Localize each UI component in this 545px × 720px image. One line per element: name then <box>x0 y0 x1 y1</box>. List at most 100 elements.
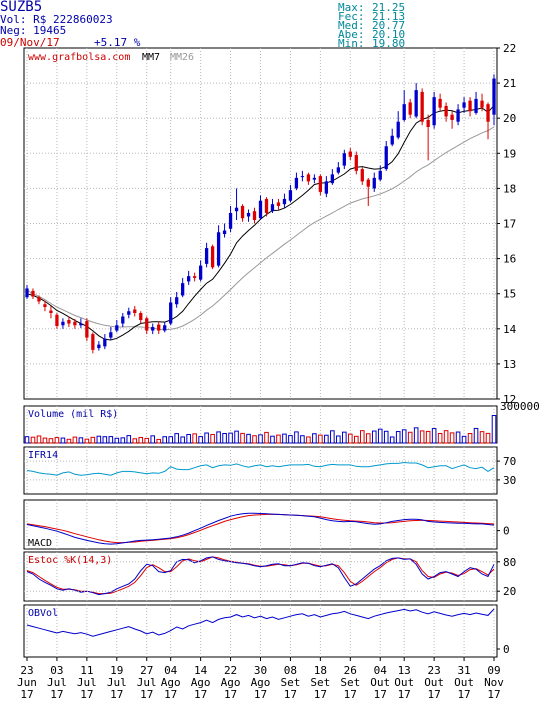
volume-bar <box>84 438 90 444</box>
ma26-label: MM26 <box>170 52 194 63</box>
candle-body <box>198 265 203 280</box>
stat-label-max: Max: <box>338 1 365 14</box>
date-tick-month: Out <box>424 676 444 689</box>
volume-bar <box>252 435 257 444</box>
volume-bar <box>108 436 114 444</box>
stat-label-min: Min: <box>338 37 365 50</box>
candle-body <box>456 109 460 122</box>
volume-bar <box>401 429 407 444</box>
volume-bar <box>114 437 120 444</box>
date-tick-day: 11 <box>80 664 93 677</box>
ifr14-tick-label: 70 <box>503 455 516 468</box>
candle-body <box>492 78 496 115</box>
volume-bar <box>354 435 359 444</box>
volume-bar <box>461 435 467 444</box>
candle-body <box>306 174 311 182</box>
volume-bar <box>359 430 365 444</box>
ma26-line <box>26 126 495 331</box>
volume-bar <box>467 433 473 444</box>
date-tick-day: 23 <box>20 664 33 677</box>
date-tick-day: 04 <box>164 664 178 677</box>
date-tick-month: Jul <box>107 676 127 689</box>
candle-body <box>187 276 191 282</box>
price-tick-label: 18 <box>503 182 516 195</box>
volume-bar <box>192 433 197 444</box>
candle-body <box>210 246 215 268</box>
candle-body <box>420 91 424 122</box>
ifr14-title: IFR14 <box>28 450 58 461</box>
date-tick-year: 17 <box>194 688 207 701</box>
volume-bar <box>288 435 293 444</box>
volume-bar <box>342 431 347 444</box>
candle-body <box>390 135 394 145</box>
date-readout: 09/Nov/17 <box>0 36 60 49</box>
date-tick-year: 17 <box>284 688 297 701</box>
date-tick-day: 14 <box>194 664 208 677</box>
candle-body <box>73 321 77 326</box>
candle-body <box>366 179 370 187</box>
candle-body <box>49 310 53 314</box>
candle-body <box>240 205 245 219</box>
date-tick-month: Jun <box>17 676 37 689</box>
volume-bar <box>449 432 455 444</box>
stat-label-close: Fec: <box>338 10 365 23</box>
date-tick-year: 17 <box>428 688 441 701</box>
date-tick-year: 17 <box>140 688 153 701</box>
price-tick-label: 19 <box>503 147 516 160</box>
stat-value-mean: 20.77 <box>372 19 406 32</box>
volume-bar <box>168 436 173 444</box>
macd-line <box>26 512 495 545</box>
candle-body <box>181 283 185 296</box>
candle-body <box>25 288 29 298</box>
date-tick-year: 17 <box>20 688 33 701</box>
volume-bar <box>264 431 269 444</box>
candle-body <box>300 176 305 178</box>
candle-body <box>438 98 442 108</box>
volume-bar <box>276 434 281 444</box>
candle-body <box>79 323 83 326</box>
candle-body <box>282 198 287 205</box>
date-tick-day: 04 <box>374 664 388 677</box>
volume-bar <box>162 436 167 444</box>
candle-body <box>222 230 227 235</box>
volume-bar <box>431 428 437 444</box>
volume-bar <box>138 436 144 444</box>
candle-body <box>324 181 329 194</box>
date-tick-day: 03 <box>50 664 63 677</box>
volume-bar <box>72 436 78 444</box>
candle-body <box>145 318 149 331</box>
candle-body <box>169 302 173 324</box>
candle-body <box>432 97 436 126</box>
stat-value-close: 21.13 <box>372 10 406 23</box>
candle-body <box>61 321 65 326</box>
candle-body <box>360 169 364 182</box>
candle-body <box>216 232 221 266</box>
volume-bar <box>377 428 383 444</box>
date-tick-year: 17 <box>398 688 411 701</box>
candle-body <box>288 190 293 201</box>
date-tick-month: Jul <box>47 676 67 689</box>
volume-bar <box>246 433 251 444</box>
volume-bar <box>324 434 329 444</box>
candle-body <box>474 98 478 113</box>
candle-body <box>139 313 143 321</box>
volume-bar <box>348 433 353 444</box>
volume-bar <box>102 436 108 444</box>
candle-body <box>85 321 89 338</box>
volume-bar <box>258 434 263 444</box>
volume-bar <box>270 435 275 444</box>
obvol-title: OBVol <box>28 608 58 619</box>
price-tick-label: 20 <box>503 112 516 125</box>
price-tick-label: 15 <box>503 288 516 301</box>
volume-bar <box>330 430 335 444</box>
volume-bar <box>144 437 150 444</box>
volume-bar <box>228 432 233 444</box>
date-tick-month: Out <box>394 676 414 689</box>
volume-bar <box>413 427 419 444</box>
candle-body <box>294 177 299 189</box>
volume-mil-r-title: Volume (mil R$) <box>28 409 118 420</box>
candle-body <box>468 100 472 112</box>
date-tick-year: 17 <box>80 688 93 701</box>
price-tick-label: 17 <box>503 218 516 231</box>
price-tick-label: 22 <box>503 42 516 55</box>
